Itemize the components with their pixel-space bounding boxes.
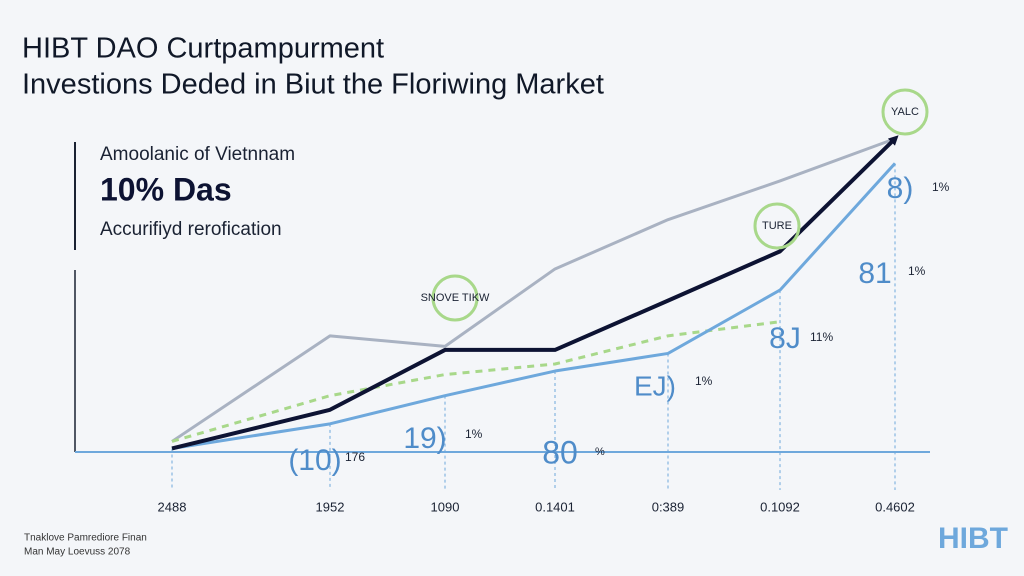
annotation: SNOVE TIKW (421, 292, 490, 304)
logo: HIBT (938, 522, 1008, 555)
x-tick-label: 0.4602 (875, 499, 915, 514)
annotation: YALC (891, 106, 919, 118)
annotation-ring (431, 274, 479, 322)
data-label: EJ) (634, 370, 676, 401)
x-tick-label: 0.1401 (535, 499, 575, 514)
x-tick-label: 1952 (316, 499, 345, 514)
series-line (171, 135, 899, 451)
panel-caption: Accurifiyd rerofication (100, 219, 282, 240)
x-tick-label: 1090 (431, 499, 460, 514)
data-label: 81 (858, 257, 891, 290)
footer: Tnaklove Pamrediore Finan (24, 533, 147, 544)
x-tick-label: 2488 (158, 499, 187, 514)
data-label: 19) (403, 422, 446, 455)
chart-title: HIBT DAO Curtpampurment (22, 33, 384, 65)
annotation-ring (753, 202, 801, 250)
panel-label: Amoolanic of Vietnnam (100, 144, 295, 165)
panel-headline: 10% Das (100, 171, 232, 207)
data-label: 1% (695, 374, 713, 388)
chart-title: Investions Deded in Biut the Floriwing M… (22, 69, 604, 101)
data-label: 11% (810, 330, 833, 344)
series-line (171, 137, 896, 443)
data-label: 1% (908, 264, 926, 278)
data-label: 176 (345, 450, 365, 464)
data-label: 8J (769, 322, 801, 355)
series-line (171, 162, 897, 450)
x-tick-label: 0.1092 (760, 499, 800, 514)
annotation: TURE (762, 220, 792, 232)
x-tick-label: 0:389 (652, 499, 685, 514)
data-label: 80 (542, 434, 578, 470)
data-label: 1% (465, 427, 483, 441)
footer: Man May Loevuss 2078 (24, 547, 131, 558)
annotation-ring (881, 88, 929, 136)
data-label: 8) (887, 172, 914, 205)
data-label: 1% (932, 180, 950, 194)
data-label: (10) (288, 444, 341, 477)
data-label: % (595, 446, 605, 458)
